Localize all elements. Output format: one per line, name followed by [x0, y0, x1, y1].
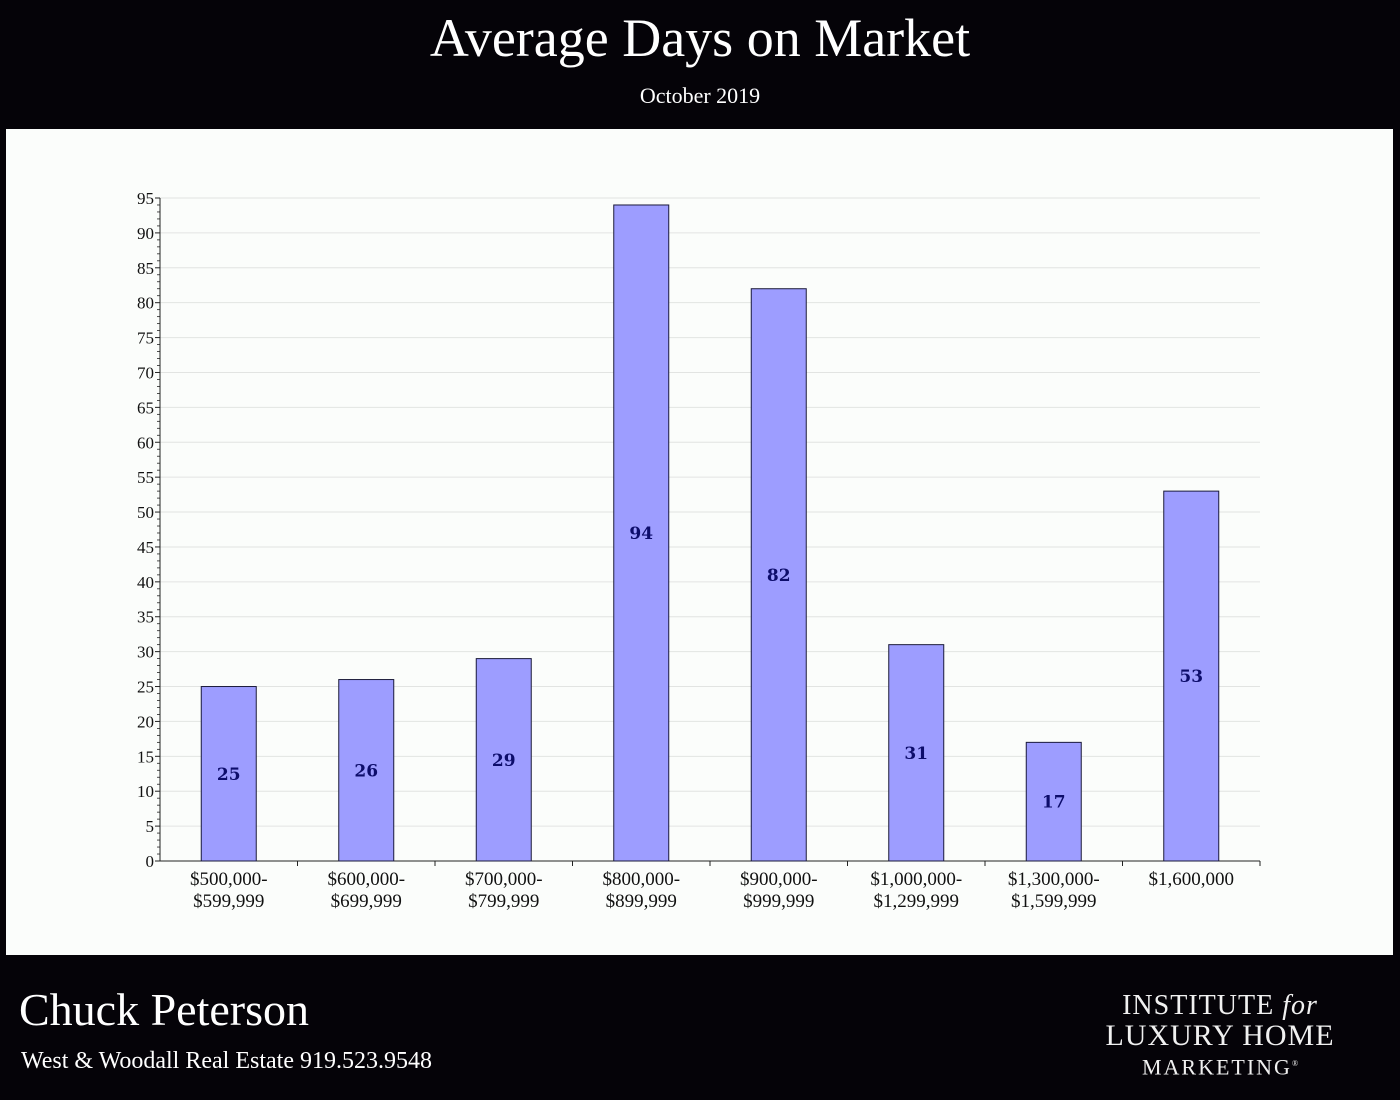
y-tick-label: 0: [146, 852, 155, 871]
data-label: 94: [629, 524, 653, 544]
x-tick-label: $699,999: [331, 891, 402, 912]
x-tick-label: $1,600,000: [1149, 869, 1235, 890]
logo-text-institute: INSTITUTE: [1122, 990, 1275, 1021]
y-tick-label: 95: [137, 189, 154, 208]
x-tick-label: $500,000-: [190, 869, 268, 890]
bar: [475, 658, 532, 862]
bar-chart: 0 5 10 15 20 25 30 35 40 45 50 55 60 65 70 75 80 85 90 95 25…: [137, 189, 1261, 912]
y-tick-label: 90: [137, 224, 154, 243]
data-label: 17: [1042, 793, 1066, 813]
y-tick-label: 55: [137, 468, 154, 487]
y-tick-label: 70: [137, 363, 154, 382]
x-tick-label: $600,000-: [327, 869, 405, 890]
y-tick-label: 5: [146, 817, 155, 836]
y-tick-label: 25: [137, 678, 154, 697]
y-tick-label: 15: [137, 747, 154, 766]
x-tick-label: $799,999: [468, 891, 539, 912]
chart-subtitle: October 2019: [639, 83, 761, 108]
bar: [1163, 490, 1220, 862]
y-tick-label: 20: [137, 712, 154, 731]
bar: [613, 204, 670, 862]
y-tick-label: 10: [137, 782, 154, 801]
bar: [1025, 741, 1082, 862]
data-label: 31: [904, 744, 928, 764]
logo-text-luxury-home: LUXURY HOME: [1105, 1019, 1335, 1052]
bar: [750, 288, 807, 862]
x-tick-label: $900,000-: [740, 869, 818, 890]
agent-name: Chuck Peterson: [19, 984, 310, 1035]
y-tick-label: 45: [137, 538, 154, 557]
chart-panel: 0 5 10 15 20 25 30 35 40 45 50 55 60 65 70 75 80 85 90 95 25…: [6, 129, 1393, 955]
header: Average Days on Market October 2019: [0, 0, 1400, 128]
data-label: 29: [492, 751, 516, 771]
y-tick-label: 80: [137, 294, 154, 313]
logo-text-marketing: MARKETING: [1141, 1054, 1292, 1080]
x-tick-label: $1,300,000-: [1008, 869, 1100, 890]
x-tick-label: $800,000-: [602, 869, 680, 890]
x-tick-label: $700,000-: [465, 869, 543, 890]
institute-logo: INSTITUTE for LUXURY HOME MARKETING®: [1080, 992, 1360, 1079]
footer: Chuck Peterson West & Woodall Real Estat…: [0, 956, 1400, 1100]
bar: [200, 686, 257, 862]
logo-text-for: for: [1282, 990, 1318, 1021]
y-tick-label: 35: [137, 608, 154, 627]
x-tick-label: $999,999: [743, 891, 814, 912]
bar: [888, 644, 945, 862]
x-tick-label: $899,999: [606, 891, 677, 912]
data-label: 82: [767, 566, 791, 586]
data-label: 53: [1179, 667, 1203, 687]
y-tick-label: 30: [137, 643, 154, 662]
data-label: 25: [217, 765, 241, 785]
x-tick-label: $599,999: [193, 891, 264, 912]
x-tick-label: $1,599,999: [1011, 891, 1097, 912]
y-tick-label: 40: [137, 573, 154, 592]
agent-contact-info: West & Woodall Real Estate 919.523.9548: [21, 1048, 432, 1074]
x-tick-label: $1,299,999: [874, 891, 960, 912]
y-tick-label: 85: [137, 259, 154, 278]
logo-registered-mark: ®: [1291, 1059, 1299, 1068]
y-tick-label: 60: [137, 433, 154, 452]
bar: [338, 679, 395, 862]
y-tick-label: 50: [137, 503, 154, 522]
x-tick-label: $1,000,000-: [870, 869, 962, 890]
y-tick-label: 65: [137, 398, 154, 417]
chart-title: Average Days on Market: [429, 8, 971, 68]
data-label: 26: [354, 761, 378, 781]
y-tick-label: 75: [137, 329, 154, 348]
